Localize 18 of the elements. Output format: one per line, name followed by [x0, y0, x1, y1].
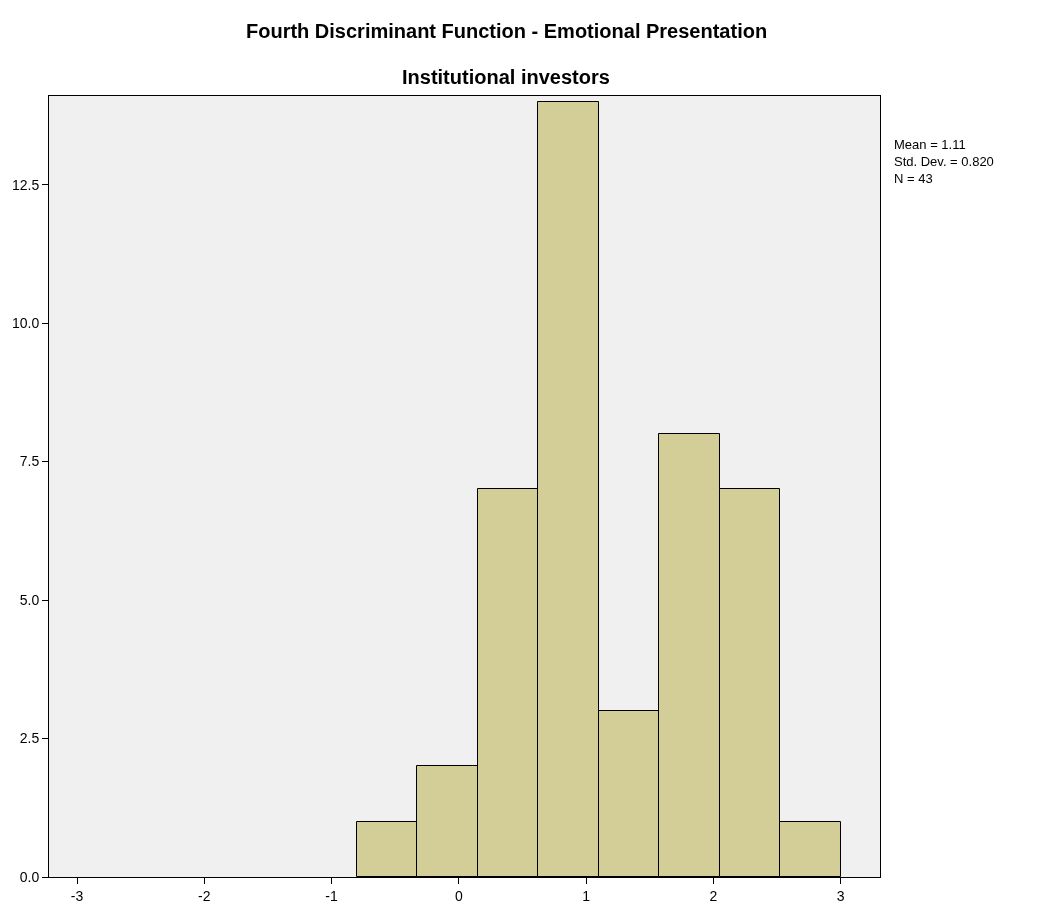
x-tick-label: -2	[198, 887, 211, 904]
y-tick-label: 2.5	[19, 730, 40, 747]
y-tick-label: 12.5	[11, 176, 40, 193]
chart-subtitle: Institutional investors	[402, 66, 610, 88]
x-tick-label: 2	[709, 887, 718, 904]
x-tick-label: 1	[582, 887, 591, 904]
x-tick-label: -1	[325, 887, 338, 904]
x-tick-label: -3	[70, 887, 84, 904]
chart-title: Fourth Discriminant Function - Emotional Presentation	[246, 20, 768, 42]
y-tick-label: 0.0	[19, 868, 40, 885]
y-tick-label: 7.5	[19, 453, 40, 470]
y-tick-label: 10.0	[11, 315, 40, 331]
x-tick-label: 3	[836, 887, 845, 904]
text: Mean = 1.11	[894, 137, 966, 152]
y-tick-label: 5.0	[19, 591, 40, 608]
x-tick-label: 0	[454, 887, 463, 904]
text: Std. Dev. = 0.820	[894, 153, 994, 169]
text: N = 43	[894, 170, 933, 186]
